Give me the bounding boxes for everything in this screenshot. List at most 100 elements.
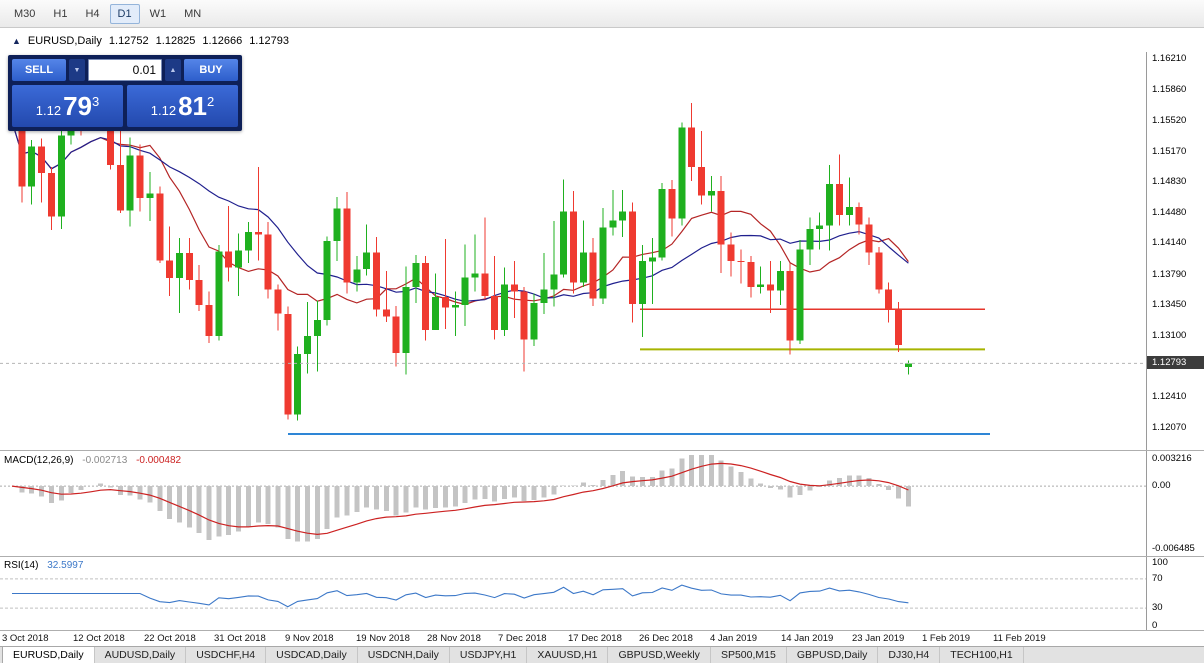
timeframe-button-d1[interactable]: D1 (109, 3, 140, 24)
one-click-collapse-icon[interactable]: ▲ (12, 36, 21, 46)
volume-increase-button[interactable]: ▲ (165, 59, 181, 81)
volume-input[interactable] (88, 59, 162, 81)
chart-tab-gbpusd-weekly[interactable]: GBPUSD,Weekly (608, 647, 711, 663)
rsi-name: RSI(14) (4, 560, 39, 571)
timeframe-button-mn[interactable]: MN (184, 7, 202, 20)
date-label: 19 Nov 2018 (356, 633, 410, 644)
chart-tab-usdchf-h4[interactable]: USDCHF,H4 (186, 647, 267, 663)
scale-label: 1.13450 (1152, 298, 1187, 310)
chart-symbol-period: EURUSD,Daily (27, 35, 102, 47)
chart-background (0, 28, 1204, 646)
chart-tab-usdcad-daily[interactable]: USDCAD,Daily (266, 647, 358, 663)
chart-tab-sp500-m15[interactable]: SP500,M15 (711, 647, 787, 663)
macd-histogram (19, 454, 911, 542)
panel-divider[interactable] (0, 556, 1204, 557)
chart-high-value: 1.12825 (155, 35, 196, 47)
time-axis[interactable]: 3 Oct 2018 12 Oct 2018 22 Oct 2018 31 Oct 2… (0, 631, 1146, 646)
chart-titlebar: ▲ EURUSD,Daily 1.12752 1.12825 1.12666 1… (0, 30, 1012, 52)
price-chart-canvas[interactable] (0, 52, 1146, 450)
scale-label: 0.003216 (1152, 453, 1192, 464)
scale-label: 1.16210 (1152, 53, 1187, 65)
buy-price-fraction: 2 (207, 94, 215, 109)
scale-label: 1.15520 (1152, 114, 1187, 126)
chart-close-value: 1.12793 (249, 35, 289, 47)
date-label: 22 Oct 2018 (144, 633, 196, 644)
sell-price-pips: 79 (63, 91, 92, 121)
date-label: 4 Jan 2019 (710, 633, 758, 644)
scale-label: 1.13100 (1152, 330, 1187, 342)
chevron-up-icon: ▲ (169, 66, 177, 74)
date-label: 12 Oct 2018 (73, 633, 125, 644)
one-click-trading-panel: SELL ▼ ▲ BUY 1.12 79 3 1.12 81 2 (8, 55, 242, 131)
ma-fast-line (11, 121, 909, 306)
macd-label: MACD(12,26,9) -0.002713 -0.000482 (4, 455, 181, 466)
date-label: 11 Feb 2019 (993, 633, 1046, 644)
scale-label: 1.12070 (1152, 421, 1187, 433)
chart-tab-usdcnh-daily[interactable]: USDCNH,Daily (358, 647, 450, 663)
sell-price-box[interactable]: 1.12 79 3 (12, 85, 123, 127)
scale-label: 0.00 (1152, 480, 1171, 492)
scale-label: -0.006485 (1152, 543, 1195, 554)
date-label: 31 Oct 2018 (214, 633, 266, 644)
macd-main-value: -0.002713 (82, 455, 128, 466)
scale-label: 1.14830 (1152, 175, 1187, 187)
timeframe-button-w1[interactable]: W1 (149, 7, 167, 20)
macd-signal-line (11, 462, 909, 536)
buy-price-big-figure: 1.12 (150, 103, 177, 118)
timeframe-button-h4[interactable]: H4 (85, 7, 100, 20)
ma-slow-line (11, 121, 909, 302)
volume-decrease-button[interactable]: ▼ (69, 59, 85, 81)
chart-open-value: 1.12752 (108, 35, 149, 47)
date-label: 26 Dec 2018 (639, 633, 693, 644)
rsi-indicator-canvas[interactable] (0, 557, 1146, 630)
chart-tab-dj30-h4[interactable]: DJ30,H4 (878, 647, 941, 663)
price-scale[interactable]: 1.16210 1.15860 1.15520 1.15170 1.14830 1.144… (1146, 52, 1204, 631)
timeframe-toolbar: M30 H1 H4 D1 W1 MN (0, 0, 1204, 28)
buy-button[interactable]: BUY (184, 59, 238, 81)
scale-label: 1.14480 (1152, 207, 1187, 219)
date-label: 1 Feb 2019 (922, 633, 971, 644)
scale-label: 1.15860 (1152, 84, 1187, 96)
chart-tab-gbpusd-daily[interactable]: GBPUSD,Daily (787, 647, 879, 663)
date-label: 17 Dec 2018 (568, 633, 622, 644)
date-label: 14 Jan 2019 (781, 633, 834, 644)
scale-label: 1.12410 (1152, 391, 1187, 403)
rsi-line (12, 584, 909, 608)
chart-tab-usdjpy-h1[interactable]: USDJPY,H1 (450, 647, 528, 663)
date-label: 7 Dec 2018 (498, 633, 547, 644)
buy-price-box[interactable]: 1.12 81 2 (127, 85, 238, 127)
date-label: 28 Nov 2018 (427, 633, 481, 644)
scale-label: 1.15170 (1152, 145, 1187, 157)
buy-price-pips: 81 (178, 91, 207, 121)
chart-low-value: 1.12666 (202, 35, 243, 47)
chart-tabs-bar: EURUSD,Daily AUDUSD,Daily USDCHF,H4 USDCAD,… (0, 646, 1204, 663)
sell-price-big-figure: 1.12 (35, 103, 62, 118)
date-label: 23 Jan 2019 (852, 633, 905, 644)
scale-label: 100 (1152, 557, 1168, 568)
candles-layer (8, 68, 912, 421)
scale-label: 0 (1152, 620, 1158, 631)
timeframe-button-h1[interactable]: H1 (53, 7, 68, 20)
timeframe-button-m30[interactable]: M30 (14, 7, 36, 20)
rsi-value: 32.5997 (47, 560, 84, 571)
scale-label: 30 (1152, 602, 1163, 614)
date-label: 3 Oct 2018 (2, 633, 49, 644)
chart-tab-tech100-h1[interactable]: TECH100,H1 (940, 647, 1024, 663)
rsi-label: RSI(14) 32.5997 (4, 560, 83, 571)
chart-tab-eurusd-daily[interactable]: EURUSD,Daily (2, 647, 95, 663)
panel-divider[interactable] (0, 450, 1204, 451)
scale-label: 70 (1152, 572, 1163, 584)
chevron-down-icon: ▼ (73, 66, 81, 74)
date-label: 9 Nov 2018 (285, 633, 334, 644)
macd-indicator-canvas[interactable] (0, 452, 1146, 555)
scale-label: 1.14140 (1152, 237, 1187, 249)
sell-price-fraction: 3 (92, 94, 100, 109)
panel-divider (0, 630, 1204, 631)
macd-name: MACD(12,26,9) (4, 455, 74, 466)
macd-signal-value: -0.000482 (136, 455, 182, 466)
sell-button[interactable]: SELL (12, 59, 66, 81)
chart-tab-audusd-daily[interactable]: AUDUSD,Daily (95, 647, 187, 663)
chart-tab-xauusd-h1[interactable]: XAUUSD,H1 (527, 647, 609, 663)
current-price-badge: 1.12793 (1147, 356, 1204, 369)
